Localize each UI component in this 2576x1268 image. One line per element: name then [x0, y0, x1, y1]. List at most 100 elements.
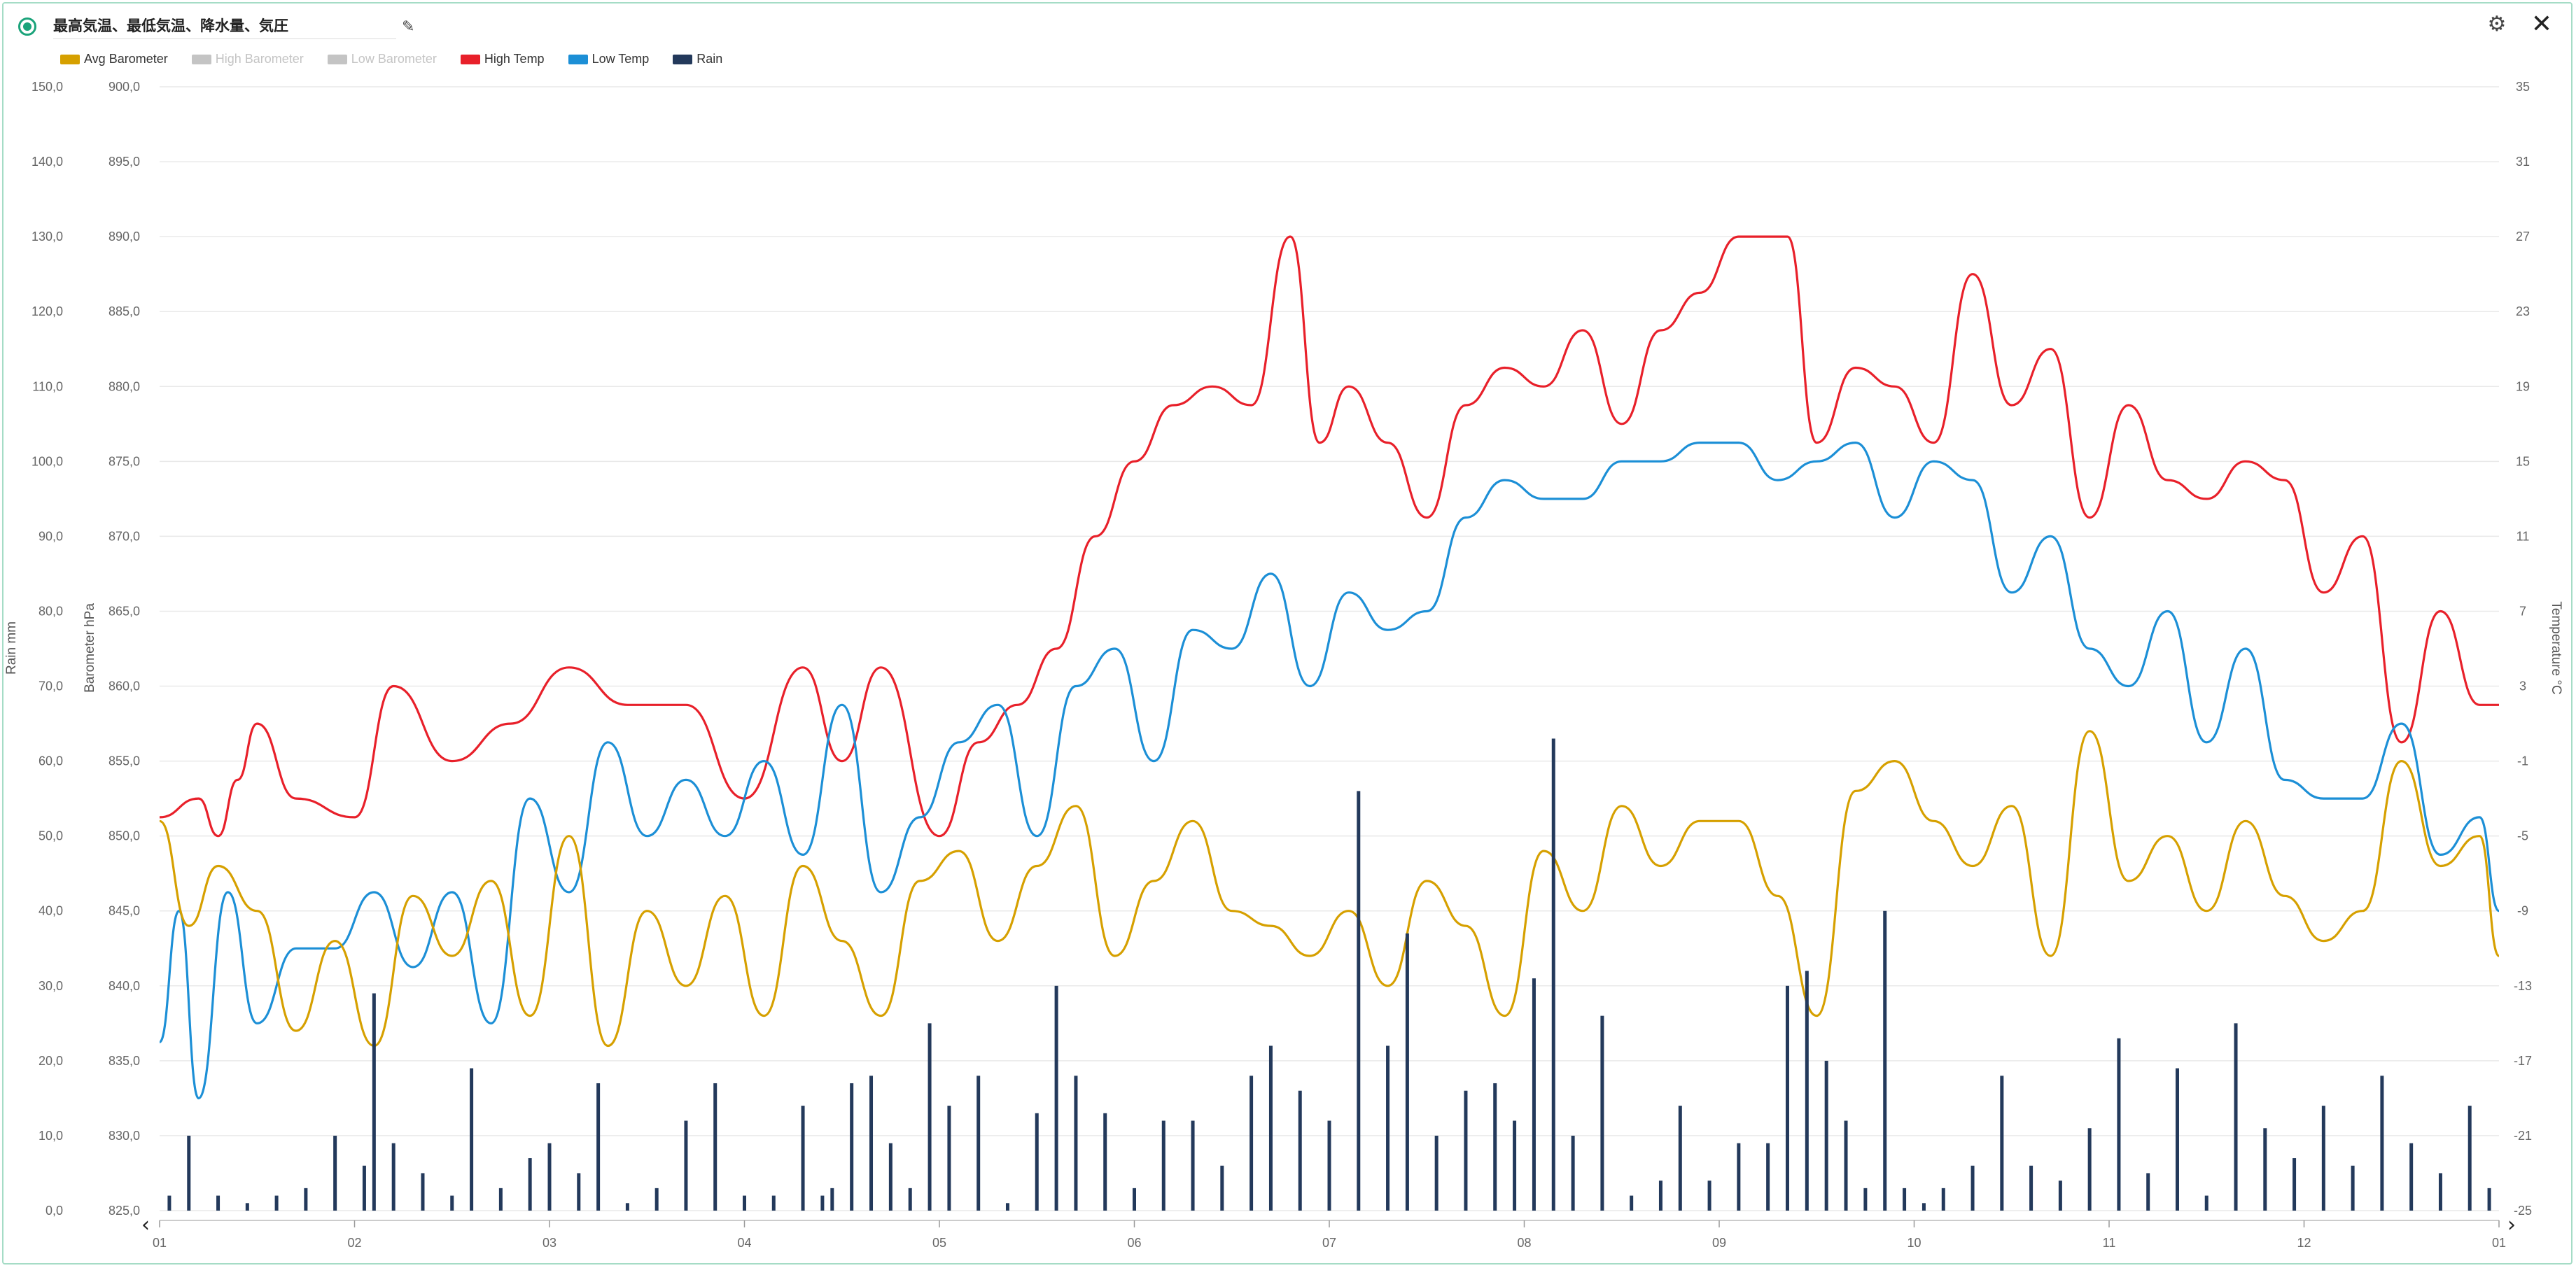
barometer-tick-label: 845,0 [108, 904, 140, 918]
temperature-tick-label: -9 [2517, 904, 2528, 918]
rain-bar [1600, 1015, 1604, 1211]
barometer-tick-label: 835,0 [108, 1054, 140, 1068]
legend-label: Avg Barometer [84, 52, 168, 66]
temperature-tick-label: -5 [2517, 829, 2528, 843]
rain-bar [888, 1143, 892, 1211]
rain-bar [947, 1106, 951, 1211]
rain-bar [2234, 1023, 2238, 1211]
temperature-tick-label: 15 [2516, 454, 2530, 468]
rain-bar [684, 1120, 688, 1211]
rain-bar [498, 1188, 503, 1211]
temperature-tick-label: 11 [2516, 529, 2530, 543]
x-tick-label: 01 [2492, 1236, 2506, 1250]
rain-bar [1298, 1090, 1302, 1211]
pencil-icon[interactable]: ✎ [402, 17, 415, 35]
rain-bar [216, 1195, 220, 1211]
rain-bar [654, 1188, 659, 1211]
rain-bar [596, 1083, 601, 1211]
rain-bar [2204, 1195, 2208, 1211]
temperature-tick-label: 23 [2516, 304, 2530, 318]
rain-bar [167, 1195, 172, 1211]
rain-bar [850, 1083, 854, 1211]
rain-bar [577, 1173, 581, 1211]
rain-bar [245, 1203, 249, 1211]
rain-bar [1737, 1143, 1741, 1211]
x-tick-label: 11 [2103, 1236, 2116, 1250]
chart-title-input[interactable]: 最高気温、最低気温、降水量、気圧 [53, 15, 396, 39]
legend-label: Low Temp [592, 52, 650, 66]
gear-icon[interactable]: ⚙ [2487, 13, 2507, 36]
rain-bar [333, 1135, 337, 1211]
barometer-tick-label: 840,0 [108, 979, 140, 993]
rain-bar [1103, 1113, 1107, 1211]
rain-bar [2029, 1165, 2033, 1211]
rain-bar [2087, 1128, 2092, 1211]
rain-bar [908, 1188, 912, 1211]
x-tick-label: 01 [153, 1236, 167, 1250]
legend-swatch [60, 54, 80, 64]
rain-bar [1386, 1045, 1390, 1211]
rain-bar [1327, 1120, 1331, 1211]
rain-bar [1035, 1113, 1039, 1211]
rain-bar [869, 1076, 874, 1211]
series-avg-barometer-line [159, 730, 2500, 1048]
rain-bar [1970, 1165, 1975, 1211]
rain-bar [1434, 1135, 1438, 1211]
legend-item-high-barometer[interactable]: High Barometer [191, 52, 304, 66]
barometer-tick-label: 860,0 [108, 679, 140, 693]
legend-item-rain[interactable]: Rain [673, 52, 722, 66]
x-tick-label: 09 [1712, 1236, 1726, 1250]
rain-bar [743, 1195, 746, 1211]
legend-item-low-temp[interactable]: Low Temp [568, 52, 650, 66]
rain-axis-title: Rain mm [4, 621, 19, 675]
rain-tick-label: 150,0 [31, 80, 63, 94]
rain-bar [1074, 1076, 1078, 1211]
rain-bar [1532, 978, 1536, 1211]
series-high-temp-line [159, 235, 2499, 838]
rain-bar [1921, 1203, 1926, 1211]
rain-tick-label: 20,0 [38, 1054, 63, 1068]
x-tick-label: 08 [1517, 1236, 1531, 1250]
rain-tick-label: 60,0 [38, 754, 63, 768]
rain-tick-label: 90,0 [38, 529, 63, 543]
rain-bar [528, 1158, 532, 1211]
temperature-tick-label: 7 [2519, 604, 2526, 618]
rain-bar [1250, 1076, 1254, 1211]
rain-bar [1220, 1165, 1224, 1211]
rain-tick-label: 120,0 [31, 304, 63, 318]
rain-bar [1941, 1188, 1945, 1211]
x-tick-label: 10 [1907, 1236, 1921, 1250]
rain-bar [1357, 791, 1361, 1211]
x-tick-label: 05 [932, 1236, 946, 1250]
temperature-tick-label: -17 [2514, 1054, 2532, 1068]
barometer-tick-label: 880,0 [108, 379, 140, 393]
rain-bar [450, 1195, 454, 1211]
barometer-tick-label: 885,0 [108, 304, 140, 318]
rain-bar [2468, 1106, 2472, 1211]
chevron-left-icon[interactable]: ‹ [141, 1213, 150, 1237]
rain-bar [187, 1135, 191, 1211]
rain-bar [2321, 1106, 2325, 1211]
rain-bar [2263, 1128, 2267, 1211]
x-tick-label: 04 [737, 1236, 751, 1250]
legend-label: High Barometer [215, 52, 304, 66]
temperature-axis-title: Temperature °C [2549, 601, 2563, 694]
rain-bar [1005, 1203, 1009, 1211]
rain-bar [801, 1106, 805, 1211]
legend-item-high-temp[interactable]: High Temp [460, 52, 545, 66]
legend-item-low-barometer[interactable]: Low Barometer [327, 52, 437, 66]
barometer-tick-label: 895,0 [108, 155, 140, 169]
chevron-right-icon[interactable]: › [2507, 1213, 2516, 1237]
rain-bar [2380, 1076, 2384, 1211]
rain-bar [1863, 1188, 1868, 1211]
rain-bar [1903, 1188, 1907, 1211]
rain-bar [2058, 1181, 2062, 1211]
legend-swatch [568, 54, 588, 64]
close-icon[interactable]: ✕ [2530, 9, 2553, 38]
legend-label: Rain [696, 52, 723, 66]
rain-bar [2000, 1076, 2004, 1211]
rain-bar [1405, 933, 1409, 1211]
radio-select-icon[interactable] [18, 17, 36, 36]
legend-item-avg-barometer[interactable]: Avg Barometer [60, 52, 168, 66]
rain-bar [1658, 1181, 1662, 1211]
